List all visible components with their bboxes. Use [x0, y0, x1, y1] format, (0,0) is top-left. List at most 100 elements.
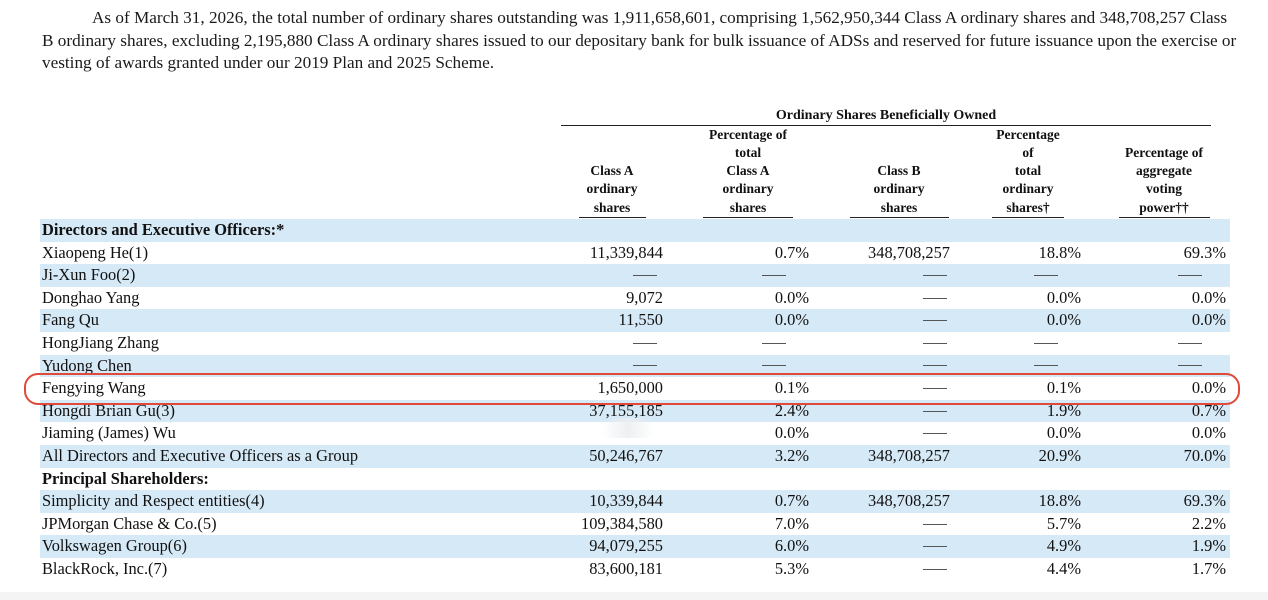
column-header-line: ordinary — [1002, 181, 1054, 197]
row-label: Simplicity and Respect entities(4) — [42, 491, 265, 511]
empty-dash — [633, 264, 657, 287]
empty-dash — [923, 309, 947, 332]
value-cell: 11,339,844 — [589, 242, 663, 262]
table-row: Volkswagen Group(6) 94,079,255 6.0% 4.9% 1.9… — [40, 535, 1230, 558]
value-cell: 3.2% — [774, 446, 809, 465]
table-row: Yudong Chen — [40, 354, 1230, 378]
value-cell: 0.0% — [1191, 423, 1226, 443]
dash-mark — [923, 546, 947, 548]
dash-mark — [633, 365, 657, 367]
row-label: BlackRock, Inc.(7) — [42, 559, 168, 578]
column-header-line: voting — [1145, 181, 1182, 197]
value-cell: 94,079,255 — [589, 536, 663, 556]
column-header-rule — [703, 217, 793, 218]
dash-mark — [762, 342, 786, 344]
row-label: Donghao Yang — [42, 287, 140, 307]
row-label: All Directors and Executive Officers as … — [42, 446, 359, 465]
row-label: Fang Qu — [42, 310, 99, 330]
dash-mark — [923, 387, 947, 389]
empty-dash — [633, 332, 657, 355]
table-row: HongJiang Zhang — [40, 332, 1230, 355]
dash-mark — [1178, 342, 1202, 344]
value-cell: 1.9% — [1191, 536, 1226, 556]
row-label: Xiaopeng He(1) — [42, 242, 149, 262]
column-header-line: aggregate — [1136, 163, 1192, 179]
row-label: Ji-Xun Foo(2) — [42, 265, 136, 285]
bottom-band — [0, 592, 1268, 600]
dash-mark — [1034, 274, 1058, 276]
row-label: Fengying Wang — [42, 378, 146, 398]
intro-paragraph: As of March 31, 2026, the total number o… — [42, 8, 1237, 72]
value-cell: 0.7% — [774, 491, 809, 511]
empty-dash — [1034, 332, 1058, 355]
empty-dash — [923, 287, 947, 310]
dash-mark — [633, 274, 657, 276]
column-header-line: power†† — [1139, 199, 1189, 215]
value-cell: 37,155,185 — [589, 400, 663, 420]
value-cell: 0.0% — [1046, 310, 1081, 330]
empty-dash — [1178, 332, 1202, 355]
dash-mark — [923, 568, 947, 570]
column-header-line: ordinary — [586, 181, 638, 197]
row-label: Hongdi Brian Gu(3) — [42, 400, 175, 420]
dash-mark — [923, 433, 947, 435]
dash-mark — [923, 320, 947, 322]
value-cell: 109,384,580 — [581, 513, 663, 533]
dash-mark — [923, 274, 947, 276]
table-row: All Directors and Executive Officers as … — [40, 445, 1230, 468]
column-header-line: Percentage of — [708, 126, 788, 142]
image-smudge — [602, 418, 654, 438]
value-cell: 50,246,767 — [589, 446, 663, 465]
value-cell: 0.1% — [1046, 378, 1081, 398]
empty-dash — [923, 558, 947, 581]
empty-dash — [923, 535, 947, 558]
value-cell: 1,650,000 — [597, 378, 663, 398]
group-header: Ordinary Shares Beneficially Owned — [775, 108, 997, 123]
table-row: Jiaming (James) Wu 0.0% 0.0% 0.0% — [40, 422, 1230, 445]
section-header-row: Directors and Executive Officers:* — [40, 219, 1230, 242]
empty-dash — [923, 422, 947, 445]
dash-mark — [633, 342, 657, 344]
value-cell: 1.7% — [1191, 559, 1226, 578]
column-header-line: Class A — [590, 163, 634, 179]
value-cell: 348,708,257 — [868, 446, 950, 465]
column-header-line: shares — [593, 199, 631, 215]
value-cell: 0.7% — [774, 242, 809, 262]
empty-dash — [923, 513, 947, 536]
dash-mark — [923, 365, 947, 367]
dash-mark — [1178, 274, 1202, 276]
table-row: Ji-Xun Foo(2) — [40, 264, 1230, 287]
value-cell: 5.3% — [774, 559, 809, 578]
empty-dash — [762, 355, 786, 378]
dash-mark — [1034, 365, 1058, 367]
empty-dash — [923, 400, 947, 423]
column-header-line: shares — [880, 199, 918, 215]
row-label: HongJiang Zhang — [42, 333, 159, 352]
column-header-line: shares — [729, 199, 767, 215]
value-cell: 2.2% — [1191, 513, 1226, 533]
value-cell: 0.0% — [1046, 423, 1081, 443]
column-header-1: Class A ordinary shares — [532, 162, 692, 217]
value-cell: 0.0% — [1191, 287, 1226, 307]
table-row: Fang Qu 11,550 0.0% 0.0% 0.0% — [40, 309, 1230, 332]
empty-dash — [923, 332, 947, 355]
empty-dash — [923, 355, 947, 378]
value-cell: 348,708,257 — [868, 242, 950, 262]
value-cell: 0.0% — [1046, 287, 1081, 307]
value-cell: 4.9% — [1046, 536, 1081, 556]
dash-mark — [923, 523, 947, 525]
column-header-2: Percentage of total Class A ordinary shares — [668, 126, 828, 217]
value-cell: 0.0% — [1191, 378, 1226, 398]
table-row: Xiaopeng He(1) 11,339,844 0.7% 348,708,257 1… — [40, 242, 1230, 265]
value-cell: 11,550 — [618, 310, 663, 330]
value-cell: 69.3% — [1183, 491, 1226, 511]
empty-dash — [1178, 264, 1202, 287]
column-header-line: Percentage — [996, 126, 1060, 142]
column-header-line: Percentage of — [1124, 144, 1204, 160]
dash-mark — [762, 274, 786, 276]
dash-mark — [1178, 365, 1202, 367]
empty-dash — [633, 355, 657, 378]
empty-dash — [1034, 355, 1058, 378]
table-row: Fengying Wang 1,650,000 0.1% 0.1% 0.0% — [40, 377, 1230, 400]
value-cell: 6.0% — [774, 536, 809, 556]
